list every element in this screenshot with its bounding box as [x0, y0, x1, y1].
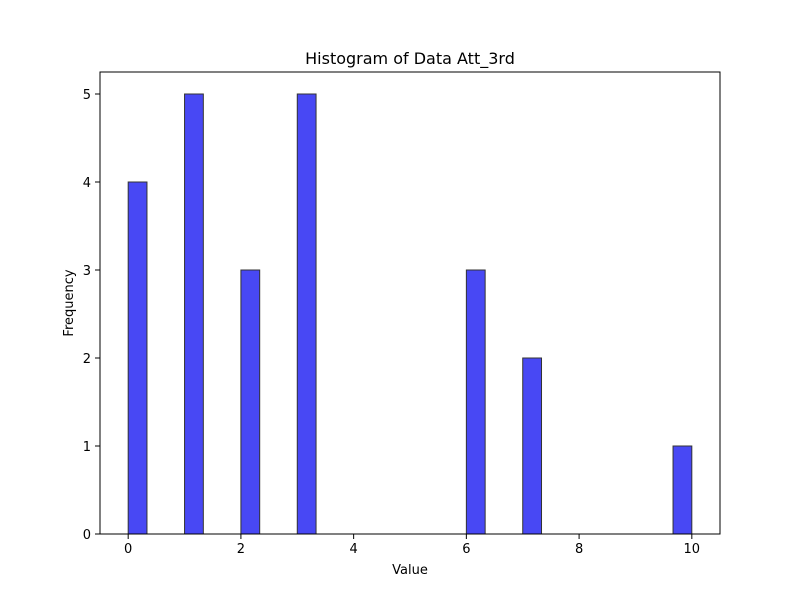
- chart-title: Histogram of Data Att_3rd: [305, 49, 515, 69]
- y-tick-label: 0: [83, 528, 91, 543]
- histogram-bar-0: [127, 181, 148, 535]
- y-tick-label: 4: [83, 176, 91, 191]
- bars-group: [127, 93, 693, 535]
- y-axis-label: Frequency: [62, 269, 77, 336]
- x-tick-label: 8: [575, 542, 583, 557]
- plot-frame: [99, 71, 721, 535]
- x-axis-label: Value: [392, 563, 428, 578]
- x-tick-label: 2: [237, 542, 245, 557]
- y-tick-label: 1: [83, 440, 91, 455]
- y-tick-label: 5: [83, 88, 91, 103]
- y-tick-label: 2: [83, 352, 91, 367]
- histogram-bar-3: [296, 93, 317, 535]
- histogram-bar-6: [672, 445, 693, 535]
- y-tick-label: 3: [83, 264, 91, 279]
- y-axis-ticks: 0 1 2 3 4 5: [83, 88, 100, 543]
- histogram-bar-4: [465, 269, 486, 535]
- histogram-bar-2: [240, 269, 261, 535]
- x-axis-ticks: 0 2 4 6 8 10: [124, 534, 700, 557]
- x-tick-label: 0: [124, 542, 132, 557]
- x-tick-label: 6: [462, 542, 470, 557]
- x-tick-label: 4: [349, 542, 357, 557]
- histogram-bar-1: [184, 93, 204, 535]
- histogram-bar-5: [522, 357, 543, 535]
- x-tick-label: 10: [684, 542, 701, 557]
